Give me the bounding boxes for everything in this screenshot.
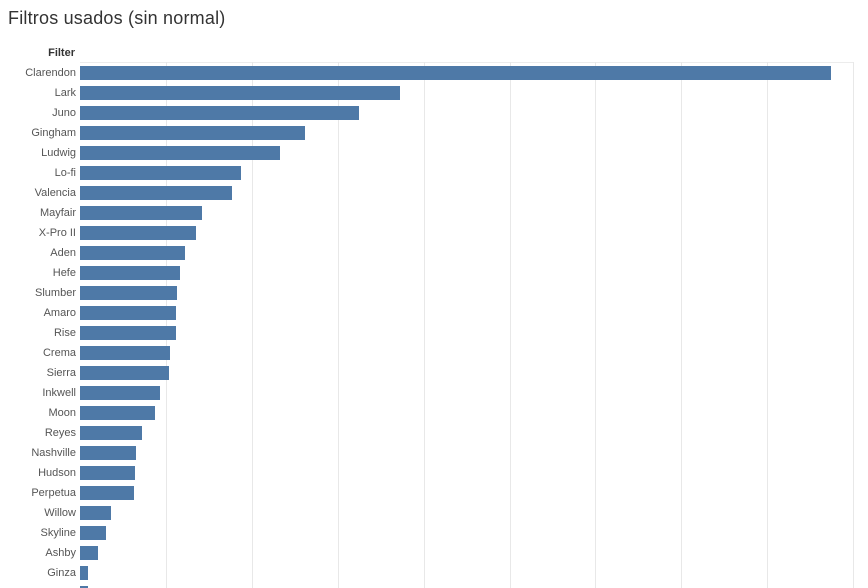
chart-row: Lo-fi [0,163,868,183]
chart-row [0,583,868,588]
row-label[interactable]: Rise [53,327,76,339]
row-header-label: Filter [48,47,75,59]
axis-gridline [424,62,425,588]
chart-row: Ashby [0,543,868,563]
row-label[interactable]: Gingham [31,127,76,139]
plot-area: Clarendon Lark Juno Gingham Ludwig Lo-fi Valen… [0,62,868,588]
row-label[interactable]: Perpetua [31,487,76,499]
chart-row: Slumber [0,283,868,303]
bar[interactable] [80,166,241,180]
chart-row: Perpetua [0,483,868,503]
row-label[interactable]: Hefe [52,267,76,279]
axis-gridline [681,62,682,588]
row-label[interactable]: Crema [42,347,76,359]
chart-row: Lark [0,83,868,103]
chart-row: Clarendon [0,63,868,83]
row-label[interactable]: Lark [54,87,76,99]
row-label[interactable] [0,583,76,588]
bar[interactable] [80,426,142,440]
row-label[interactable]: Clarendon [25,67,76,79]
bar[interactable] [80,146,280,160]
row-label[interactable]: Lo-fi [54,167,76,179]
chart-row: Aden [0,243,868,263]
bar[interactable] [80,366,169,380]
chart-row: Crema [0,343,868,363]
bar[interactable] [80,586,88,588]
bar[interactable] [80,566,88,580]
bar[interactable] [80,526,106,540]
chart-row: Inkwell [0,383,868,403]
bar[interactable] [80,386,160,400]
row-label[interactable]: Mayfair [39,207,76,219]
chart-row: Valencia [0,183,868,203]
bar[interactable] [80,246,185,260]
chart-row: Gingham [0,123,868,143]
chart-row: Sierra [0,363,868,383]
axis-gridline [166,62,167,588]
row-label[interactable]: Valencia [34,187,76,199]
chart-row: Rise [0,323,868,343]
bar[interactable] [80,346,170,360]
chart-row: Reyes [0,423,868,443]
row-label[interactable]: Ginza [47,567,76,579]
row-label[interactable]: Inkwell [42,387,76,399]
bar[interactable] [80,266,180,280]
chart-row: Mayfair [0,203,868,223]
chart-row: Skyline [0,523,868,543]
chart-row: Willow [0,503,868,523]
bar[interactable] [80,206,202,220]
row-label[interactable]: Sierra [46,367,76,379]
bar[interactable] [80,66,831,80]
row-label[interactable]: Aden [50,247,76,259]
bar[interactable] [80,306,176,320]
plot-top-border [80,62,854,63]
bar[interactable] [80,406,155,420]
bar[interactable] [80,486,134,500]
chart-row: Amaro [0,303,868,323]
chart-row: Hudson [0,463,868,483]
row-label[interactable]: X-Pro II [38,227,76,239]
bar[interactable] [80,546,98,560]
axis-gridline [767,62,768,588]
axis-gridline [510,62,511,588]
bar[interactable] [80,466,135,480]
chart-row: Ginza [0,563,868,583]
chart-row: X-Pro II [0,223,868,243]
row-label[interactable]: Ludwig [41,147,76,159]
row-label[interactable]: Nashville [31,447,76,459]
row-label[interactable]: Skyline [40,527,76,539]
row-label[interactable]: Juno [52,107,76,119]
bar[interactable] [80,106,359,120]
bar[interactable] [80,226,196,240]
chart-title: Filtros usados (sin normal) [8,8,226,28]
axis-gridline [595,62,596,588]
chart-row: Hefe [0,263,868,283]
bar[interactable] [80,86,400,100]
row-label[interactable]: Moon [48,407,76,419]
bar[interactable] [80,286,177,300]
axis-gridline [252,62,253,588]
row-label[interactable]: Slumber [35,287,76,299]
bar[interactable] [80,186,232,200]
chart-row: Moon [0,403,868,423]
row-label[interactable]: Amaro [43,307,76,319]
chart-row: Juno [0,103,868,123]
row-label[interactable]: Hudson [38,467,76,479]
axis-gridline [338,62,339,588]
bar[interactable] [80,326,176,340]
row-label[interactable]: Reyes [44,427,76,439]
chart-row: Nashville [0,443,868,463]
bar[interactable] [80,446,136,460]
row-label[interactable]: Willow [44,507,76,519]
chart-row: Ludwig [0,143,868,163]
bar[interactable] [80,126,305,140]
row-label[interactable]: Ashby [45,547,76,559]
bar[interactable] [80,506,111,520]
axis-gridline [853,62,854,588]
